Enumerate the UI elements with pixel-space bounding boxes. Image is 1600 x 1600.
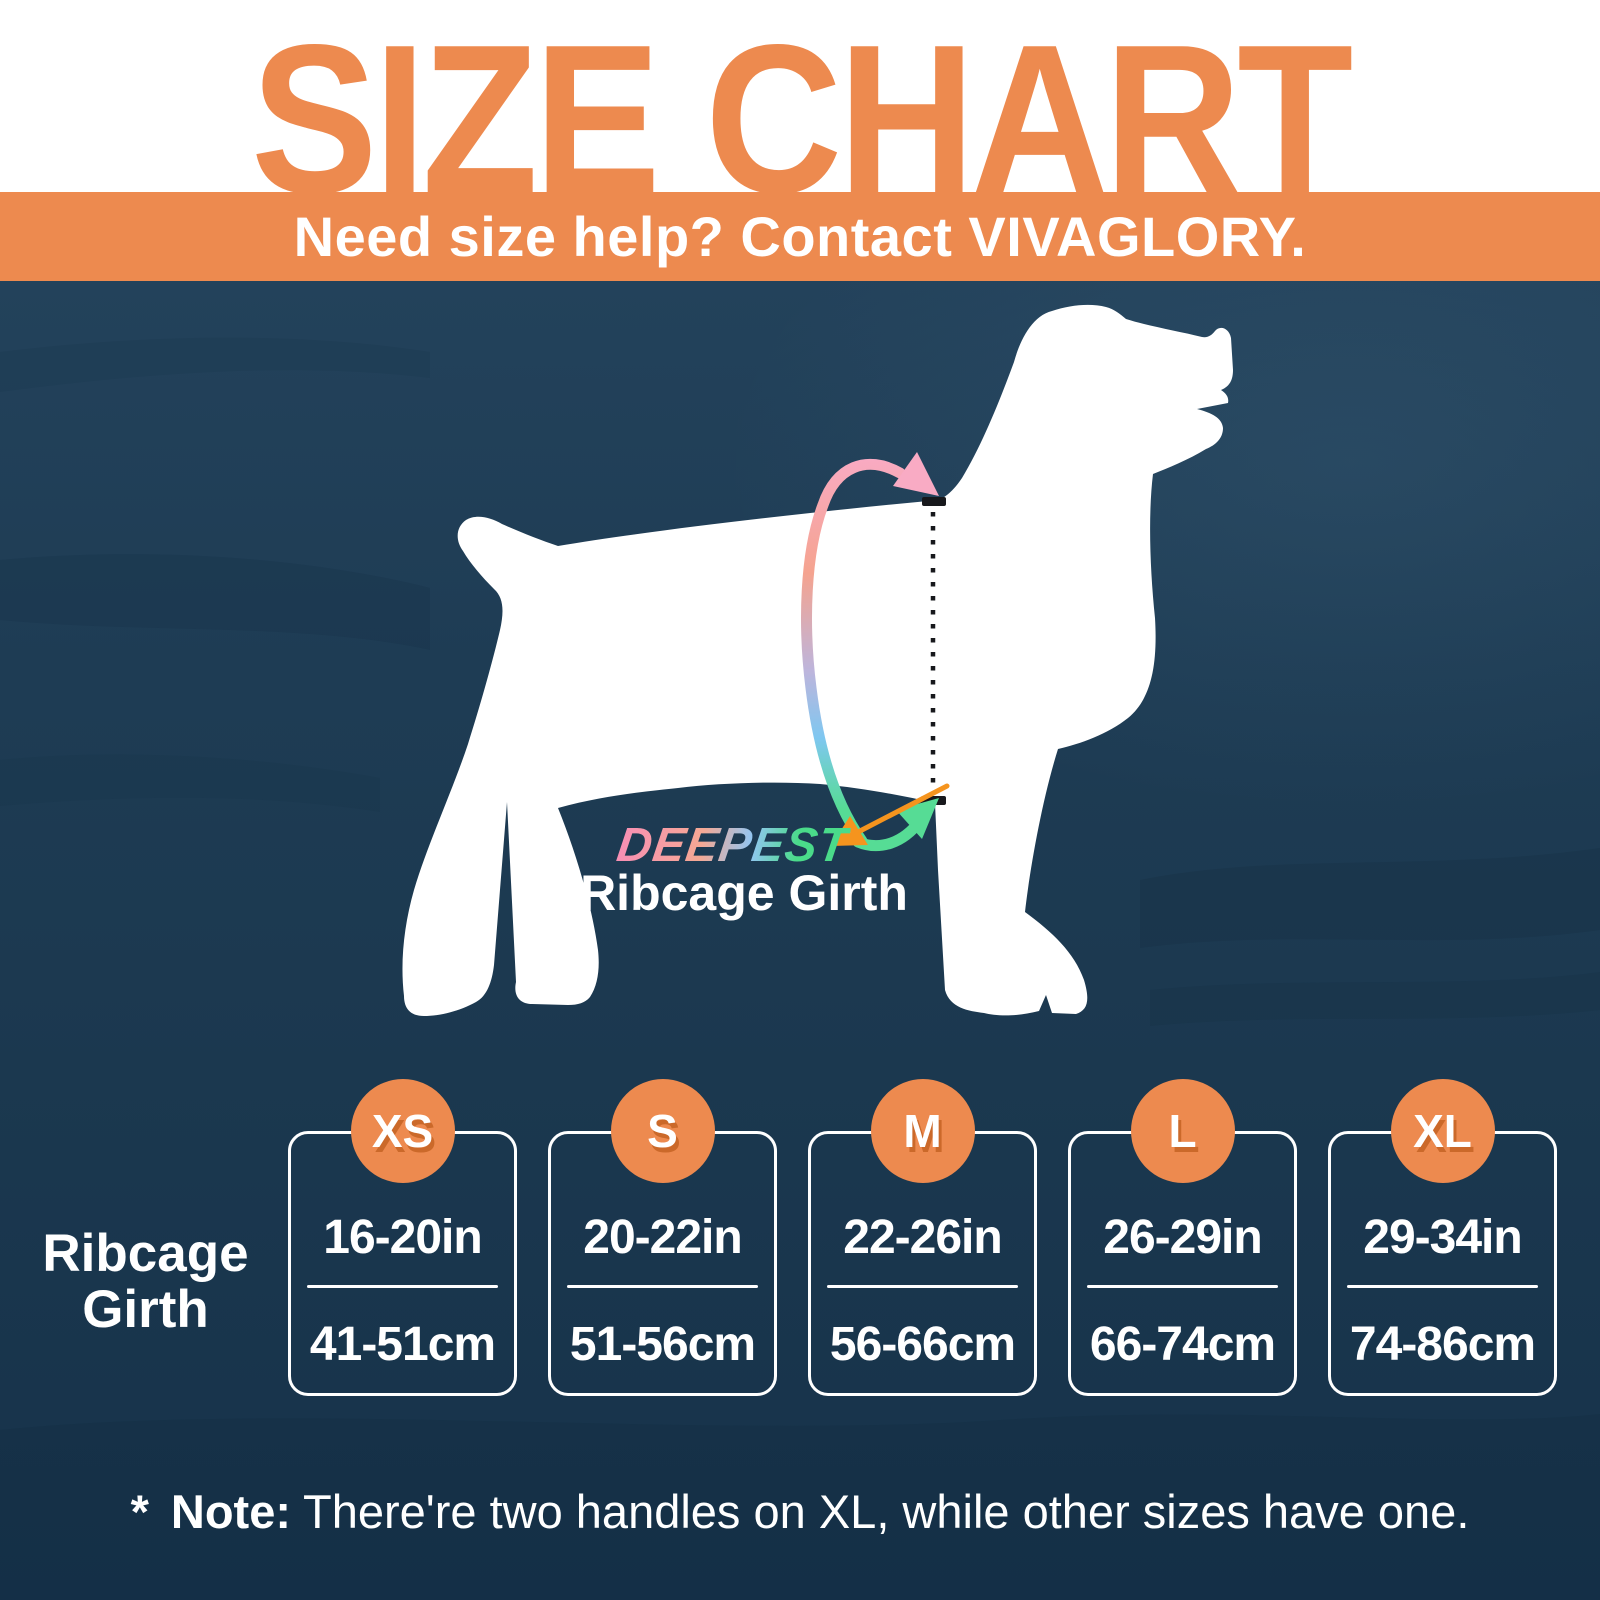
size-m-inches: 22-26in xyxy=(843,1211,1002,1264)
size-card-m: M 22-26in 56-66cm xyxy=(808,1079,1037,1396)
size-xl-inches: 29-34in xyxy=(1363,1211,1522,1264)
contact-banner-text: Need size help? Contact VIVAGLORY. xyxy=(293,205,1307,268)
card-divider xyxy=(567,1285,758,1288)
table-row-label-line2: Girth xyxy=(82,1279,209,1339)
size-m-cm: 56-66cm xyxy=(829,1318,1016,1371)
girth-arc-arrow xyxy=(801,458,906,847)
card-divider xyxy=(1347,1285,1538,1288)
girth-arc-arrowhead-pink xyxy=(893,452,939,496)
footnote-text: There're two handles on XL, while other … xyxy=(303,1485,1470,1538)
footnote-marker: * xyxy=(130,1485,149,1538)
water-waves xyxy=(0,337,1600,1600)
size-xl-cm: 74-86cm xyxy=(1349,1318,1536,1371)
size-badge-xs: XS xyxy=(350,1079,455,1183)
table-row-label-line1: Ribcage xyxy=(42,1224,249,1283)
size-badge-m: M xyxy=(870,1079,975,1183)
card-divider xyxy=(1087,1285,1278,1288)
page-title: SIZE CHART xyxy=(250,1,1353,238)
size-badge-s: S xyxy=(610,1079,715,1183)
table-row-label: Ribcage Girth xyxy=(38,1226,253,1337)
size-l-inches: 26-29in xyxy=(1103,1211,1262,1264)
contact-banner: Need size help? Contact VIVAGLORY. xyxy=(0,192,1600,281)
depth-arrow-orange xyxy=(857,783,950,834)
card-divider xyxy=(307,1285,498,1288)
size-card-s: S 20-22in 51-56cm xyxy=(548,1079,777,1396)
diagram-girth-label: Ribcage Girth xyxy=(580,865,908,921)
depth-arrow-orange-head xyxy=(831,816,868,846)
card-divider xyxy=(827,1285,1018,1288)
dog-silhouette xyxy=(402,304,1234,1017)
size-l-cm: 66-74cm xyxy=(1089,1318,1276,1371)
size-card-l: L 26-29in 66-74cm xyxy=(1068,1079,1297,1396)
footnote: * Note: There're two handles on XL, while … xyxy=(0,1484,1600,1539)
size-card-xl: XL 29-34in 74-86cm xyxy=(1328,1079,1557,1396)
depth-tick-top xyxy=(922,497,946,506)
size-badge-xl: XL xyxy=(1390,1079,1495,1183)
footnote-label: Note: xyxy=(170,1485,291,1538)
size-s-inches: 20-22in xyxy=(583,1211,742,1264)
size-s-cm: 51-56cm xyxy=(569,1318,756,1371)
size-card-xs: XS 16-20in 41-51cm xyxy=(288,1079,517,1396)
size-badge-l: L xyxy=(1130,1079,1235,1183)
size-xs-inches: 16-20in xyxy=(323,1211,482,1264)
top-white-band xyxy=(0,0,1600,192)
size-xs-cm: 41-51cm xyxy=(309,1318,496,1371)
